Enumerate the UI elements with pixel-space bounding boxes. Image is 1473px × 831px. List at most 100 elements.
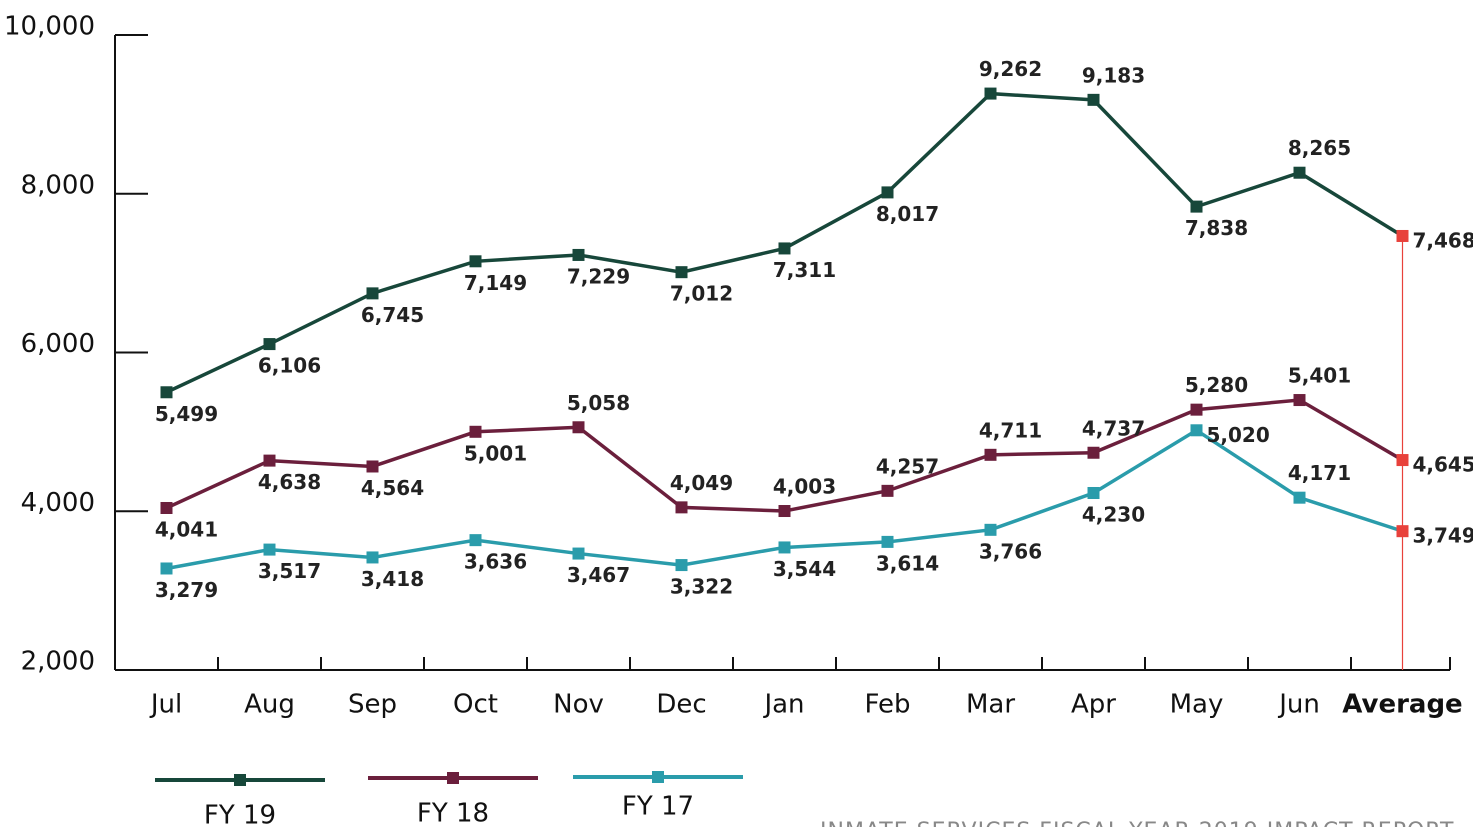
value-label: 5,020 [1207,423,1270,447]
data-point [264,544,276,556]
value-label: 8,017 [876,202,939,226]
data-point [367,460,379,472]
x-tick-label: Jul [149,690,182,720]
x-tick-label: May [1170,690,1224,720]
value-label: 4,230 [1082,502,1145,526]
value-label: 7,149 [464,271,527,295]
data-point [985,88,997,100]
legend-marker [234,774,246,786]
legend-label: FY 19 [204,801,276,828]
data-point [161,502,173,514]
value-label: 3,544 [773,557,836,581]
x-tick-label: Average [1342,690,1462,720]
data-point [1397,525,1409,537]
value-label: 7,468 [1413,228,1473,252]
value-label: 5,058 [567,391,630,415]
value-label: 5,001 [464,441,527,465]
data-point [470,534,482,546]
value-label: 3,517 [258,559,321,583]
data-point [1191,201,1203,213]
y-tick-label: 6,000 [21,329,95,359]
data-point [264,338,276,350]
data-point [882,485,894,497]
value-label: 4,049 [670,471,733,495]
legend-label: FY 18 [417,799,489,828]
value-label: 4,645 [1413,453,1473,477]
data-point [573,249,585,261]
y-tick-label: 10,000 [4,12,95,42]
x-tick-label: Nov [553,690,604,720]
value-label: 4,737 [1082,416,1145,440]
x-tick-label: Mar [966,690,1015,720]
data-point [367,551,379,563]
data-point [573,421,585,433]
data-point [161,562,173,574]
data-point [264,455,276,467]
value-label: 9,262 [979,57,1042,81]
value-label: 9,183 [1082,63,1145,87]
data-point [161,386,173,398]
x-tick-label: Sep [348,690,397,720]
data-point [470,426,482,438]
data-point [882,536,894,548]
value-label: 8,265 [1288,136,1351,160]
data-point [1088,487,1100,499]
value-label: 3,749 [1413,524,1473,548]
data-point [779,505,791,517]
data-point [573,548,585,560]
value-label: 3,418 [361,567,424,591]
x-tick-label: Feb [864,690,910,720]
value-label: 5,499 [155,402,218,426]
y-tick-label: 4,000 [21,488,95,518]
data-point [1191,404,1203,416]
value-label: 6,106 [258,354,321,378]
value-label: 7,012 [670,282,733,306]
footer: INMATE SERVICES FISCAL YEAR 2019 IMPACT … [820,819,1454,827]
data-point [779,541,791,553]
data-point [779,242,791,254]
data-point [985,449,997,461]
data-point [1294,492,1306,504]
value-label: 5,401 [1288,364,1351,388]
data-point [1088,94,1100,106]
data-point [676,501,688,513]
x-tick-label: Dec [656,690,706,720]
x-tick-label: Jan [762,690,804,720]
value-label: 5,280 [1185,373,1248,397]
data-point [882,186,894,198]
x-tick-label: Oct [453,690,498,720]
value-label: 3,279 [155,578,218,602]
value-label: 3,766 [979,539,1042,563]
data-point [676,559,688,571]
value-label: 4,041 [155,517,218,541]
data-point [985,524,997,536]
value-label: 4,638 [258,470,321,494]
value-label: 4,003 [773,475,836,499]
value-label: 3,467 [567,563,630,587]
value-label: 4,171 [1288,461,1351,485]
y-tick-label: 2,000 [21,647,95,677]
value-label: 7,838 [1185,216,1248,240]
legend-marker [447,772,459,784]
data-point [1088,447,1100,459]
value-label: 3,322 [670,575,733,599]
value-label: 7,311 [773,258,836,282]
legend-marker [652,771,664,783]
data-point [367,287,379,299]
x-tick-label: Aug [244,690,295,720]
value-label: 3,614 [876,551,939,575]
y-tick-label: 8,000 [21,170,95,200]
value-label: 4,564 [361,476,424,500]
data-point [470,255,482,267]
value-label: 6,745 [361,303,424,327]
data-point [676,266,688,278]
x-tick-label: Apr [1071,690,1116,720]
data-point [1191,424,1203,436]
value-label: 4,711 [979,418,1042,442]
legend-label: FY 17 [622,792,694,822]
data-point [1397,230,1409,242]
data-point [1397,454,1409,466]
x-tick-label: Jun [1277,690,1320,720]
data-point [1294,167,1306,179]
